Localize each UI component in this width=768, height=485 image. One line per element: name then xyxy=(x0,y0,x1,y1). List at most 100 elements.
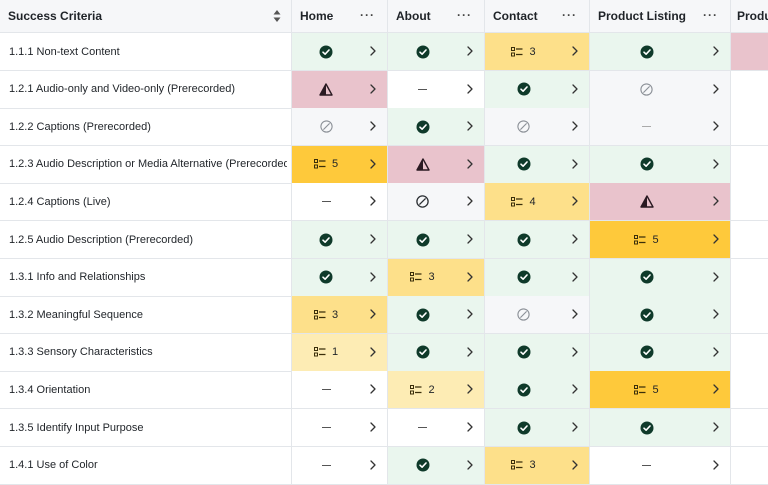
chevron-right-icon[interactable] xyxy=(568,382,582,396)
status-cell-contact[interactable] xyxy=(485,70,590,108)
status-cell-product-truncated[interactable] xyxy=(731,108,768,146)
status-cell-home[interactable] xyxy=(292,258,388,296)
status-cell-product-truncated[interactable] xyxy=(731,409,768,446)
chevron-right-icon[interactable] xyxy=(366,82,380,96)
status-cell-product-truncated[interactable] xyxy=(731,296,768,334)
chevron-right-icon[interactable] xyxy=(463,307,477,321)
status-cell-home[interactable]: 1 xyxy=(292,333,388,371)
more-icon[interactable]: ··· xyxy=(562,8,577,22)
chevron-right-icon[interactable] xyxy=(709,232,723,246)
status-cell-product-listing[interactable] xyxy=(590,183,731,221)
status-cell-product-listing[interactable]: 5 xyxy=(590,221,731,258)
more-icon[interactable]: ··· xyxy=(703,8,718,22)
sort-icon[interactable] xyxy=(273,9,281,23)
status-cell-about[interactable] xyxy=(388,70,485,108)
status-cell-contact[interactable] xyxy=(485,296,590,334)
status-cell-contact[interactable] xyxy=(485,333,590,371)
status-cell-product-listing[interactable] xyxy=(590,108,731,146)
chevron-right-icon[interactable] xyxy=(568,420,582,434)
col-header-truncated[interactable]: Produ xyxy=(731,0,768,32)
chevron-right-icon[interactable] xyxy=(709,345,723,359)
chevron-right-icon[interactable] xyxy=(463,119,477,133)
col-header-success-criteria[interactable]: Success Criteria xyxy=(0,0,292,32)
chevron-right-icon[interactable] xyxy=(709,44,723,58)
status-cell-home[interactable] xyxy=(292,183,388,221)
chevron-right-icon[interactable] xyxy=(463,458,477,472)
status-cell-home[interactable]: 5 xyxy=(292,145,388,183)
status-cell-contact[interactable]: 3 xyxy=(485,446,590,484)
status-cell-product-listing[interactable] xyxy=(590,258,731,296)
status-cell-product-listing[interactable] xyxy=(590,70,731,108)
status-cell-home[interactable] xyxy=(292,409,388,446)
status-cell-about[interactable] xyxy=(388,145,485,183)
status-cell-product-listing[interactable]: 5 xyxy=(590,371,731,409)
chevron-right-icon[interactable] xyxy=(709,82,723,96)
chevron-right-icon[interactable] xyxy=(366,420,380,434)
chevron-right-icon[interactable] xyxy=(709,194,723,208)
chevron-right-icon[interactable] xyxy=(568,119,582,133)
chevron-right-icon[interactable] xyxy=(463,82,477,96)
chevron-right-icon[interactable] xyxy=(709,307,723,321)
chevron-right-icon[interactable] xyxy=(463,270,477,284)
col-header-product-listing[interactable]: Product Listing ··· xyxy=(590,0,731,32)
chevron-right-icon[interactable] xyxy=(568,458,582,472)
chevron-right-icon[interactable] xyxy=(568,157,582,171)
status-cell-contact[interactable]: 3 xyxy=(485,33,590,70)
chevron-right-icon[interactable] xyxy=(568,44,582,58)
status-cell-contact[interactable] xyxy=(485,258,590,296)
status-cell-product-truncated[interactable] xyxy=(731,145,768,183)
chevron-right-icon[interactable] xyxy=(709,270,723,284)
chevron-right-icon[interactable] xyxy=(463,194,477,208)
chevron-right-icon[interactable] xyxy=(463,382,477,396)
chevron-right-icon[interactable] xyxy=(366,458,380,472)
status-cell-product-truncated[interactable] xyxy=(731,446,768,484)
status-cell-product-truncated[interactable] xyxy=(731,33,768,70)
status-cell-about[interactable] xyxy=(388,33,485,70)
chevron-right-icon[interactable] xyxy=(709,458,723,472)
chevron-right-icon[interactable] xyxy=(709,119,723,133)
status-cell-about[interactable] xyxy=(388,296,485,334)
status-cell-contact[interactable] xyxy=(485,409,590,446)
col-header-about[interactable]: About ··· xyxy=(388,0,485,32)
chevron-right-icon[interactable] xyxy=(463,232,477,246)
status-cell-about[interactable] xyxy=(388,183,485,221)
status-cell-home[interactable] xyxy=(292,446,388,484)
chevron-right-icon[interactable] xyxy=(366,44,380,58)
status-cell-product-listing[interactable] xyxy=(590,145,731,183)
status-cell-product-truncated[interactable] xyxy=(731,258,768,296)
chevron-right-icon[interactable] xyxy=(366,345,380,359)
chevron-right-icon[interactable] xyxy=(709,382,723,396)
status-cell-about[interactable]: 2 xyxy=(388,371,485,409)
status-cell-product-listing[interactable] xyxy=(590,296,731,334)
status-cell-product-truncated[interactable] xyxy=(731,221,768,258)
chevron-right-icon[interactable] xyxy=(366,307,380,321)
status-cell-product-truncated[interactable] xyxy=(731,70,768,108)
chevron-right-icon[interactable] xyxy=(568,345,582,359)
status-cell-contact[interactable] xyxy=(485,108,590,146)
chevron-right-icon[interactable] xyxy=(568,270,582,284)
chevron-right-icon[interactable] xyxy=(463,157,477,171)
status-cell-product-truncated[interactable] xyxy=(731,371,768,409)
status-cell-product-truncated[interactable] xyxy=(731,333,768,371)
status-cell-contact[interactable] xyxy=(485,145,590,183)
status-cell-home[interactable] xyxy=(292,108,388,146)
chevron-right-icon[interactable] xyxy=(366,194,380,208)
status-cell-product-listing[interactable] xyxy=(590,409,731,446)
status-cell-home[interactable] xyxy=(292,70,388,108)
status-cell-about[interactable] xyxy=(388,446,485,484)
status-cell-contact[interactable] xyxy=(485,221,590,258)
col-header-home[interactable]: Home ··· xyxy=(292,0,388,32)
chevron-right-icon[interactable] xyxy=(568,82,582,96)
chevron-right-icon[interactable] xyxy=(366,119,380,133)
chevron-right-icon[interactable] xyxy=(366,157,380,171)
status-cell-home[interactable]: 3 xyxy=(292,296,388,334)
chevron-right-icon[interactable] xyxy=(568,232,582,246)
status-cell-home[interactable] xyxy=(292,221,388,258)
chevron-right-icon[interactable] xyxy=(366,382,380,396)
status-cell-about[interactable] xyxy=(388,221,485,258)
chevron-right-icon[interactable] xyxy=(463,345,477,359)
more-icon[interactable]: ··· xyxy=(457,8,472,22)
status-cell-contact[interactable] xyxy=(485,371,590,409)
chevron-right-icon[interactable] xyxy=(709,157,723,171)
chevron-right-icon[interactable] xyxy=(568,194,582,208)
